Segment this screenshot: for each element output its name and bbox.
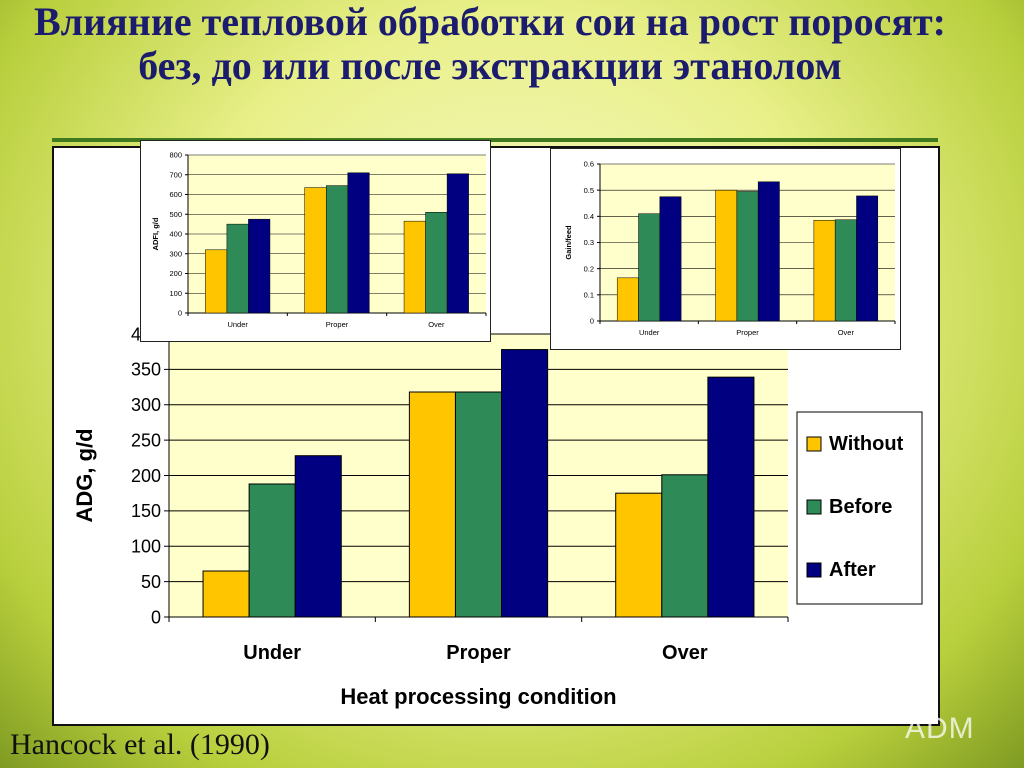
title-divider (52, 138, 938, 142)
y-axis-title: Gain/feed (564, 225, 573, 260)
bar-after-over (446, 173, 469, 314)
adfi-bar-chart: 0 100 200 300 400 500 600 700 800 Under Proper Over… (151, 151, 487, 329)
bar-before-under (248, 483, 296, 618)
bar-without-proper (408, 391, 456, 618)
bar-after-under (659, 196, 682, 322)
bar-without-proper (715, 189, 738, 322)
y-tick-label: 0 (151, 607, 161, 627)
bar-without-under (205, 249, 228, 314)
x-category-label: Proper (326, 320, 349, 329)
y-tick-label: 250 (131, 430, 161, 450)
y-tick-label: 200 (169, 269, 182, 278)
y-tick-label: 0.6 (584, 160, 594, 169)
bar-after-under (248, 218, 271, 314)
y-tick-label: 600 (169, 190, 182, 199)
bar-after-over (707, 376, 755, 618)
bar-before-under (638, 213, 661, 322)
y-tick-label: 150 (131, 501, 161, 521)
bar-before-over (834, 219, 857, 322)
bar-before-proper (325, 185, 349, 314)
slide-title: Влияние тепловой обработки сои на рост п… (33, 0, 946, 88)
legend-swatch-without (806, 436, 822, 452)
y-tick-label: 50 (141, 572, 161, 592)
y-tick-label: 100 (131, 537, 161, 557)
y-tick-label: 200 (131, 466, 161, 486)
y-tick-label: 0.1 (584, 290, 594, 299)
x-axis-title: Heat processing condition (340, 684, 616, 709)
bar-after-over (856, 195, 879, 322)
y-tick-label: 400 (169, 230, 182, 239)
y-tick-label: 0.3 (584, 238, 594, 247)
bar-without-over (403, 220, 426, 314)
legend-label-before: Before (829, 496, 892, 518)
legend-label-after: After (829, 559, 876, 581)
bar-after-under (294, 455, 342, 618)
x-category-label: Proper (736, 328, 759, 337)
adfi-inset-frame: 0 100 200 300 400 500 600 700 800 Under Proper Over… (140, 140, 491, 342)
bar-before-proper (454, 391, 503, 618)
legend-swatch-after (806, 562, 822, 578)
y-tick-label: 0.2 (584, 264, 594, 273)
x-category-label: Over (428, 320, 445, 329)
y-tick-label: 0.4 (584, 212, 594, 221)
y-tick-label: 100 (169, 289, 182, 298)
x-category-label: Under (243, 642, 301, 664)
bar-after-proper (757, 181, 780, 322)
x-category-label: Under (639, 328, 660, 337)
y-tick-label: 0 (178, 309, 182, 318)
legend-label-without: Without (829, 433, 904, 455)
y-tick-label: 300 (131, 395, 161, 415)
y-tick-label: 500 (169, 210, 182, 219)
y-tick-label: 800 (169, 151, 182, 160)
y-tick-label: 300 (169, 249, 182, 258)
bar-without-over (615, 492, 663, 618)
y-axis-title: ADG, g/d (72, 428, 97, 522)
bar-without-under (616, 277, 639, 322)
bar-without-over (813, 220, 836, 322)
citation: Hancock et al. (1990) (10, 728, 270, 761)
bar-without-under (202, 570, 250, 618)
bar-after-proper (347, 172, 370, 314)
bar-before-over (425, 212, 448, 314)
bar-without-proper (304, 187, 327, 314)
y-axis-title: ADFI, g/d (151, 217, 160, 250)
x-category-label: Over (662, 642, 708, 664)
gainfeed-bar-chart: 0 0.1 0.2 0.3 0.4 0.5 0.6 Under Proper Over Gain/f… (564, 160, 896, 337)
x-category-label: Over (838, 328, 855, 337)
y-tick-label: 350 (131, 360, 161, 380)
gainfeed-inset-frame: 0 0.1 0.2 0.3 0.4 0.5 0.6 Under Proper Over Gain/f… (550, 148, 901, 350)
y-tick-label: 700 (169, 170, 182, 179)
bar-before-over (661, 474, 709, 618)
adm-logo: ADM (905, 712, 975, 745)
y-tick-label: 0.5 (584, 186, 594, 195)
x-category-label: Proper (446, 642, 511, 664)
bar-before-proper (736, 191, 759, 322)
adg-bar-chart: 050100150200250300350400UnderProperOverA… (72, 324, 923, 709)
x-category-label: Under (227, 320, 248, 329)
y-tick-label: 0 (590, 317, 594, 326)
bar-before-under (226, 223, 249, 314)
bar-after-proper (501, 349, 549, 618)
legend-swatch-before (806, 499, 822, 515)
